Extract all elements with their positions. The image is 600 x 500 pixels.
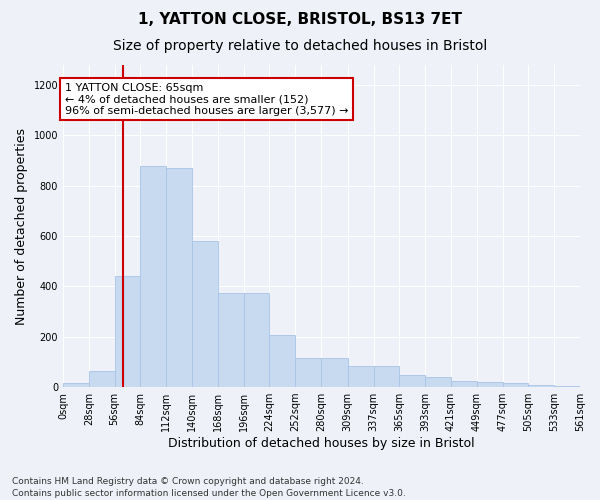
X-axis label: Distribution of detached houses by size in Bristol: Distribution of detached houses by size … [168,437,475,450]
Text: 1 YATTON CLOSE: 65sqm
← 4% of detached houses are smaller (152)
96% of semi-deta: 1 YATTON CLOSE: 65sqm ← 4% of detached h… [65,82,349,116]
Bar [63,384,89,387]
Text: 1, YATTON CLOSE, BRISTOL, BS13 7ET: 1, YATTON CLOSE, BRISTOL, BS13 7ET [138,12,462,28]
Text: Size of property relative to detached houses in Bristol: Size of property relative to detached ho… [113,38,487,52]
Text: Contains HM Land Registry data © Crown copyright and database right 2024.
Contai: Contains HM Land Registry data © Crown c… [12,476,406,498]
Bar [140,166,166,387]
Bar [374,366,400,387]
Bar [554,386,580,387]
Bar [503,382,529,387]
Y-axis label: Number of detached properties: Number of detached properties [15,128,28,324]
Bar [400,374,425,387]
Bar [192,241,218,387]
Bar [451,381,477,387]
Bar [218,292,244,387]
Bar [166,168,192,387]
Bar [477,382,503,387]
Bar [115,276,140,387]
Bar [321,358,348,387]
Bar [269,336,295,387]
Bar [348,366,374,387]
Bar [295,358,321,387]
Bar [425,377,451,387]
Bar [529,384,554,387]
Bar [89,370,115,387]
Bar [244,292,269,387]
